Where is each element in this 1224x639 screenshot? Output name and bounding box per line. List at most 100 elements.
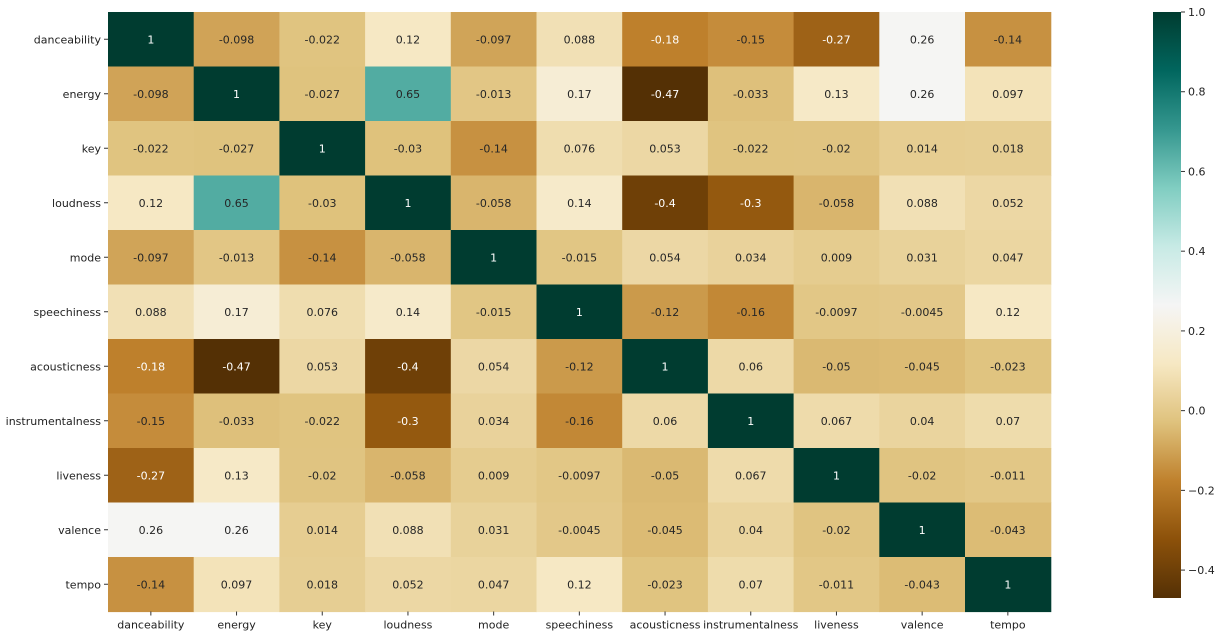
x-tick-label-tempo: tempo xyxy=(990,619,1026,632)
cell-value-3-9: 0.088 xyxy=(906,197,938,210)
heatmap-cell-4-5 xyxy=(536,230,623,286)
cell-value-1-1: 1 xyxy=(233,88,240,101)
cell-value-6-3: -0.4 xyxy=(397,360,418,373)
x-tick-label-liveness: liveness xyxy=(814,619,859,632)
heatmap-cell-9-5 xyxy=(536,502,623,558)
heatmap-cell-10-6 xyxy=(622,557,709,613)
heatmap-cell-7-3 xyxy=(365,393,452,449)
cell-value-2-6: 0.053 xyxy=(649,142,681,155)
cell-value-3-5: 0.14 xyxy=(567,197,592,210)
cell-value-6-1: -0.47 xyxy=(222,360,250,373)
y-tick-label-danceability: danceability xyxy=(34,33,102,46)
x-tick-label-key: key xyxy=(313,619,333,632)
heatmap-cell-9-3 xyxy=(365,502,452,558)
x-tick-label-energy: energy xyxy=(217,619,256,632)
cell-value-9-2: 0.014 xyxy=(307,524,339,537)
heatmap-cell-1-0 xyxy=(108,66,195,122)
cell-value-5-6: -0.12 xyxy=(651,306,679,319)
heatmap-cell-4-0 xyxy=(108,230,195,286)
x-tick-label-acousticness: acousticness xyxy=(630,619,701,632)
heatmap-cell-6-1 xyxy=(193,339,280,395)
cell-value-4-5: -0.015 xyxy=(562,251,597,264)
heatmap-cell-3-0 xyxy=(108,175,195,231)
heatmap-cell-1-6 xyxy=(622,66,709,122)
heatmap-cell-3-10 xyxy=(965,175,1052,231)
cell-value-1-3: 0.65 xyxy=(396,88,421,101)
y-tick-label-instrumentalness: instrumentalness xyxy=(6,415,102,428)
heatmap-cell-5-6 xyxy=(622,284,709,340)
heatmap-cell-2-3 xyxy=(365,121,452,177)
heatmap-cell-7-9 xyxy=(879,393,966,449)
heatmap-cell-9-4 xyxy=(450,502,538,558)
colorbar-tick-label-5: 0.0 xyxy=(1188,405,1206,418)
heatmap-cell-labels: 1 -0.098 -0.022 0.12 -0.097 0.088 -0.18 -0.15 -0… xyxy=(133,33,1025,591)
heatmap-cell-8-3 xyxy=(365,448,452,504)
cell-value-4-8: 0.009 xyxy=(821,251,853,264)
heatmap-cell-8-2 xyxy=(279,448,366,504)
cell-value-6-2: 0.053 xyxy=(307,360,339,373)
cell-value-1-2: -0.027 xyxy=(305,88,340,101)
cell-value-10-4: 0.047 xyxy=(478,578,510,591)
heatmap-cell-8-4 xyxy=(450,448,538,504)
heatmap-cell-3-6 xyxy=(622,175,709,231)
cell-value-7-10: 0.07 xyxy=(996,415,1021,428)
x-tick-label-danceability: danceability xyxy=(117,619,185,632)
heatmap-cell-8-7 xyxy=(707,448,795,504)
heatmap-cell-10-9 xyxy=(879,557,966,613)
heatmap-cell-3-2 xyxy=(279,175,366,231)
y-tick-label-mode: mode xyxy=(70,251,101,264)
colorbar-tick-label-0: 1.0 xyxy=(1188,6,1206,19)
heatmap-cell-9-9 xyxy=(879,502,966,558)
cell-value-6-4: 0.054 xyxy=(478,360,510,373)
heatmap-cell-7-1 xyxy=(193,393,280,449)
cell-value-3-7: -0.3 xyxy=(740,197,761,210)
cell-value-10-8: -0.011 xyxy=(819,578,854,591)
heatmap-cell-2-1 xyxy=(193,121,280,177)
cell-value-1-9: 0.26 xyxy=(910,88,935,101)
cell-value-9-1: 0.26 xyxy=(224,524,249,537)
heatmap-cell-4-3 xyxy=(365,230,452,286)
heatmap-cell-9-2 xyxy=(279,502,366,558)
cell-value-10-0: -0.14 xyxy=(137,578,165,591)
cell-value-6-5: -0.12 xyxy=(565,360,593,373)
cell-value-10-1: 0.097 xyxy=(221,578,253,591)
heatmap-cell-7-2 xyxy=(279,393,366,449)
cell-value-2-5: 0.076 xyxy=(564,142,596,155)
heatmap-cells xyxy=(108,12,1052,613)
cell-value-4-7: 0.034 xyxy=(735,251,767,264)
heatmap-cell-2-0 xyxy=(108,121,195,177)
heatmap-cell-5-8 xyxy=(793,284,880,340)
cell-value-9-7: 0.04 xyxy=(739,524,764,537)
x-tick-label-mode: mode xyxy=(478,619,509,632)
cell-value-6-0: -0.18 xyxy=(137,360,165,373)
cell-value-0-0: 1 xyxy=(147,33,154,46)
heatmap-cell-1-9 xyxy=(879,66,966,122)
heatmap-cell-4-6 xyxy=(622,230,709,286)
cell-value-6-6: 1 xyxy=(662,360,669,373)
cell-value-9-8: -0.02 xyxy=(822,524,850,537)
cell-value-9-9: 1 xyxy=(919,524,926,537)
cell-value-6-8: -0.05 xyxy=(822,360,850,373)
cell-value-4-9: 0.031 xyxy=(906,251,938,264)
heatmap-cell-6-4 xyxy=(450,339,538,395)
cell-value-7-4: 0.034 xyxy=(478,415,510,428)
cell-value-9-5: -0.0045 xyxy=(558,524,600,537)
cell-value-2-4: -0.14 xyxy=(479,142,507,155)
y-tick-label-energy: energy xyxy=(63,88,102,101)
cell-value-5-3: 0.14 xyxy=(396,306,421,319)
heatmap-cell-0-2 xyxy=(279,12,366,68)
heatmap-cell-0-9 xyxy=(879,12,966,68)
cell-value-10-6: -0.023 xyxy=(647,578,682,591)
cell-value-2-8: -0.02 xyxy=(822,142,850,155)
cell-value-9-0: 0.26 xyxy=(139,524,164,537)
cell-value-9-10: -0.043 xyxy=(990,524,1025,537)
heatmap-cell-9-0 xyxy=(108,502,195,558)
y-tick-label-loudness: loudness xyxy=(52,197,101,210)
cell-value-2-10: 0.018 xyxy=(992,142,1024,155)
cell-value-4-1: -0.013 xyxy=(219,251,254,264)
colorbar xyxy=(1153,12,1181,598)
heatmap-cell-2-4 xyxy=(450,121,538,177)
cell-value-8-9: -0.02 xyxy=(908,469,936,482)
cell-value-2-7: -0.022 xyxy=(733,142,768,155)
